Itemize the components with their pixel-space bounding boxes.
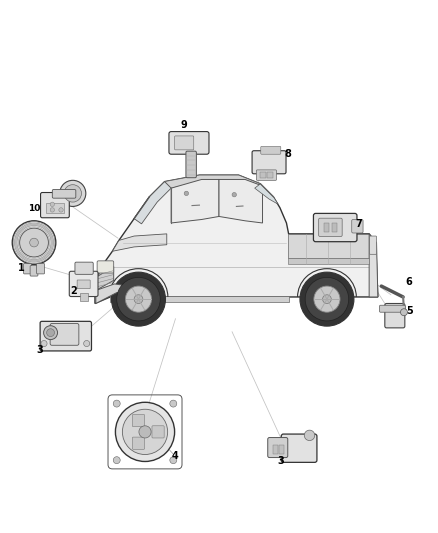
Circle shape: [50, 202, 54, 206]
FancyBboxPatch shape: [37, 263, 45, 274]
FancyBboxPatch shape: [132, 437, 145, 449]
FancyBboxPatch shape: [260, 172, 265, 178]
Circle shape: [113, 457, 120, 464]
FancyBboxPatch shape: [175, 136, 194, 150]
Text: 6: 6: [406, 277, 413, 287]
Circle shape: [116, 402, 175, 462]
Polygon shape: [113, 234, 167, 251]
Text: 1: 1: [18, 263, 25, 273]
FancyBboxPatch shape: [380, 305, 405, 312]
Circle shape: [134, 295, 143, 303]
Circle shape: [41, 341, 47, 346]
Polygon shape: [95, 175, 378, 303]
Polygon shape: [369, 234, 378, 297]
FancyBboxPatch shape: [252, 151, 286, 174]
FancyBboxPatch shape: [268, 438, 288, 457]
Polygon shape: [219, 180, 262, 223]
FancyBboxPatch shape: [385, 303, 405, 328]
FancyBboxPatch shape: [77, 280, 90, 289]
FancyBboxPatch shape: [169, 132, 209, 154]
FancyBboxPatch shape: [261, 147, 281, 154]
FancyBboxPatch shape: [267, 172, 272, 178]
FancyBboxPatch shape: [24, 263, 32, 274]
FancyBboxPatch shape: [80, 293, 88, 301]
FancyBboxPatch shape: [50, 324, 79, 345]
Circle shape: [125, 286, 152, 312]
Polygon shape: [96, 266, 114, 290]
FancyBboxPatch shape: [132, 415, 145, 427]
FancyBboxPatch shape: [319, 218, 342, 237]
Polygon shape: [254, 184, 278, 204]
Circle shape: [60, 180, 86, 206]
FancyBboxPatch shape: [279, 446, 284, 454]
FancyBboxPatch shape: [152, 426, 164, 438]
Circle shape: [30, 238, 39, 247]
Polygon shape: [96, 284, 158, 303]
Polygon shape: [171, 180, 219, 223]
FancyBboxPatch shape: [370, 236, 377, 254]
Circle shape: [314, 286, 340, 312]
Polygon shape: [110, 296, 289, 302]
FancyBboxPatch shape: [41, 192, 69, 218]
FancyBboxPatch shape: [256, 170, 276, 180]
FancyBboxPatch shape: [52, 189, 76, 198]
Circle shape: [84, 341, 90, 346]
Circle shape: [47, 329, 54, 336]
FancyBboxPatch shape: [30, 265, 38, 276]
Polygon shape: [165, 175, 260, 188]
Text: 3: 3: [36, 345, 43, 355]
Polygon shape: [288, 234, 369, 258]
Circle shape: [304, 430, 315, 441]
Circle shape: [400, 309, 407, 316]
FancyBboxPatch shape: [40, 321, 92, 351]
FancyBboxPatch shape: [46, 203, 64, 213]
Circle shape: [232, 192, 237, 197]
Text: 4: 4: [172, 451, 179, 461]
FancyBboxPatch shape: [97, 261, 114, 273]
Text: 2: 2: [70, 286, 77, 296]
Circle shape: [112, 272, 166, 326]
Text: 7: 7: [356, 219, 363, 229]
Circle shape: [50, 208, 54, 212]
Text: 3: 3: [278, 456, 285, 466]
Text: 9: 9: [181, 120, 187, 130]
Circle shape: [322, 295, 331, 303]
Circle shape: [64, 184, 81, 202]
Circle shape: [170, 457, 177, 464]
Circle shape: [184, 191, 188, 196]
FancyBboxPatch shape: [186, 151, 196, 177]
FancyBboxPatch shape: [324, 223, 329, 232]
Circle shape: [12, 221, 56, 264]
Polygon shape: [288, 258, 369, 264]
Circle shape: [59, 208, 63, 212]
Circle shape: [300, 272, 354, 326]
Text: 10: 10: [28, 204, 40, 213]
FancyBboxPatch shape: [281, 434, 317, 462]
FancyBboxPatch shape: [69, 271, 98, 296]
Circle shape: [113, 400, 120, 407]
Circle shape: [44, 326, 57, 340]
Circle shape: [122, 409, 168, 455]
Circle shape: [20, 228, 48, 257]
FancyBboxPatch shape: [352, 220, 363, 233]
FancyBboxPatch shape: [332, 223, 337, 232]
Circle shape: [170, 400, 177, 407]
FancyBboxPatch shape: [75, 262, 93, 274]
Text: 8: 8: [284, 149, 291, 159]
Circle shape: [305, 277, 349, 321]
Circle shape: [139, 426, 151, 438]
FancyBboxPatch shape: [272, 446, 278, 454]
Polygon shape: [134, 182, 171, 224]
Text: 5: 5: [406, 306, 413, 316]
FancyBboxPatch shape: [314, 213, 357, 241]
Circle shape: [117, 277, 160, 321]
